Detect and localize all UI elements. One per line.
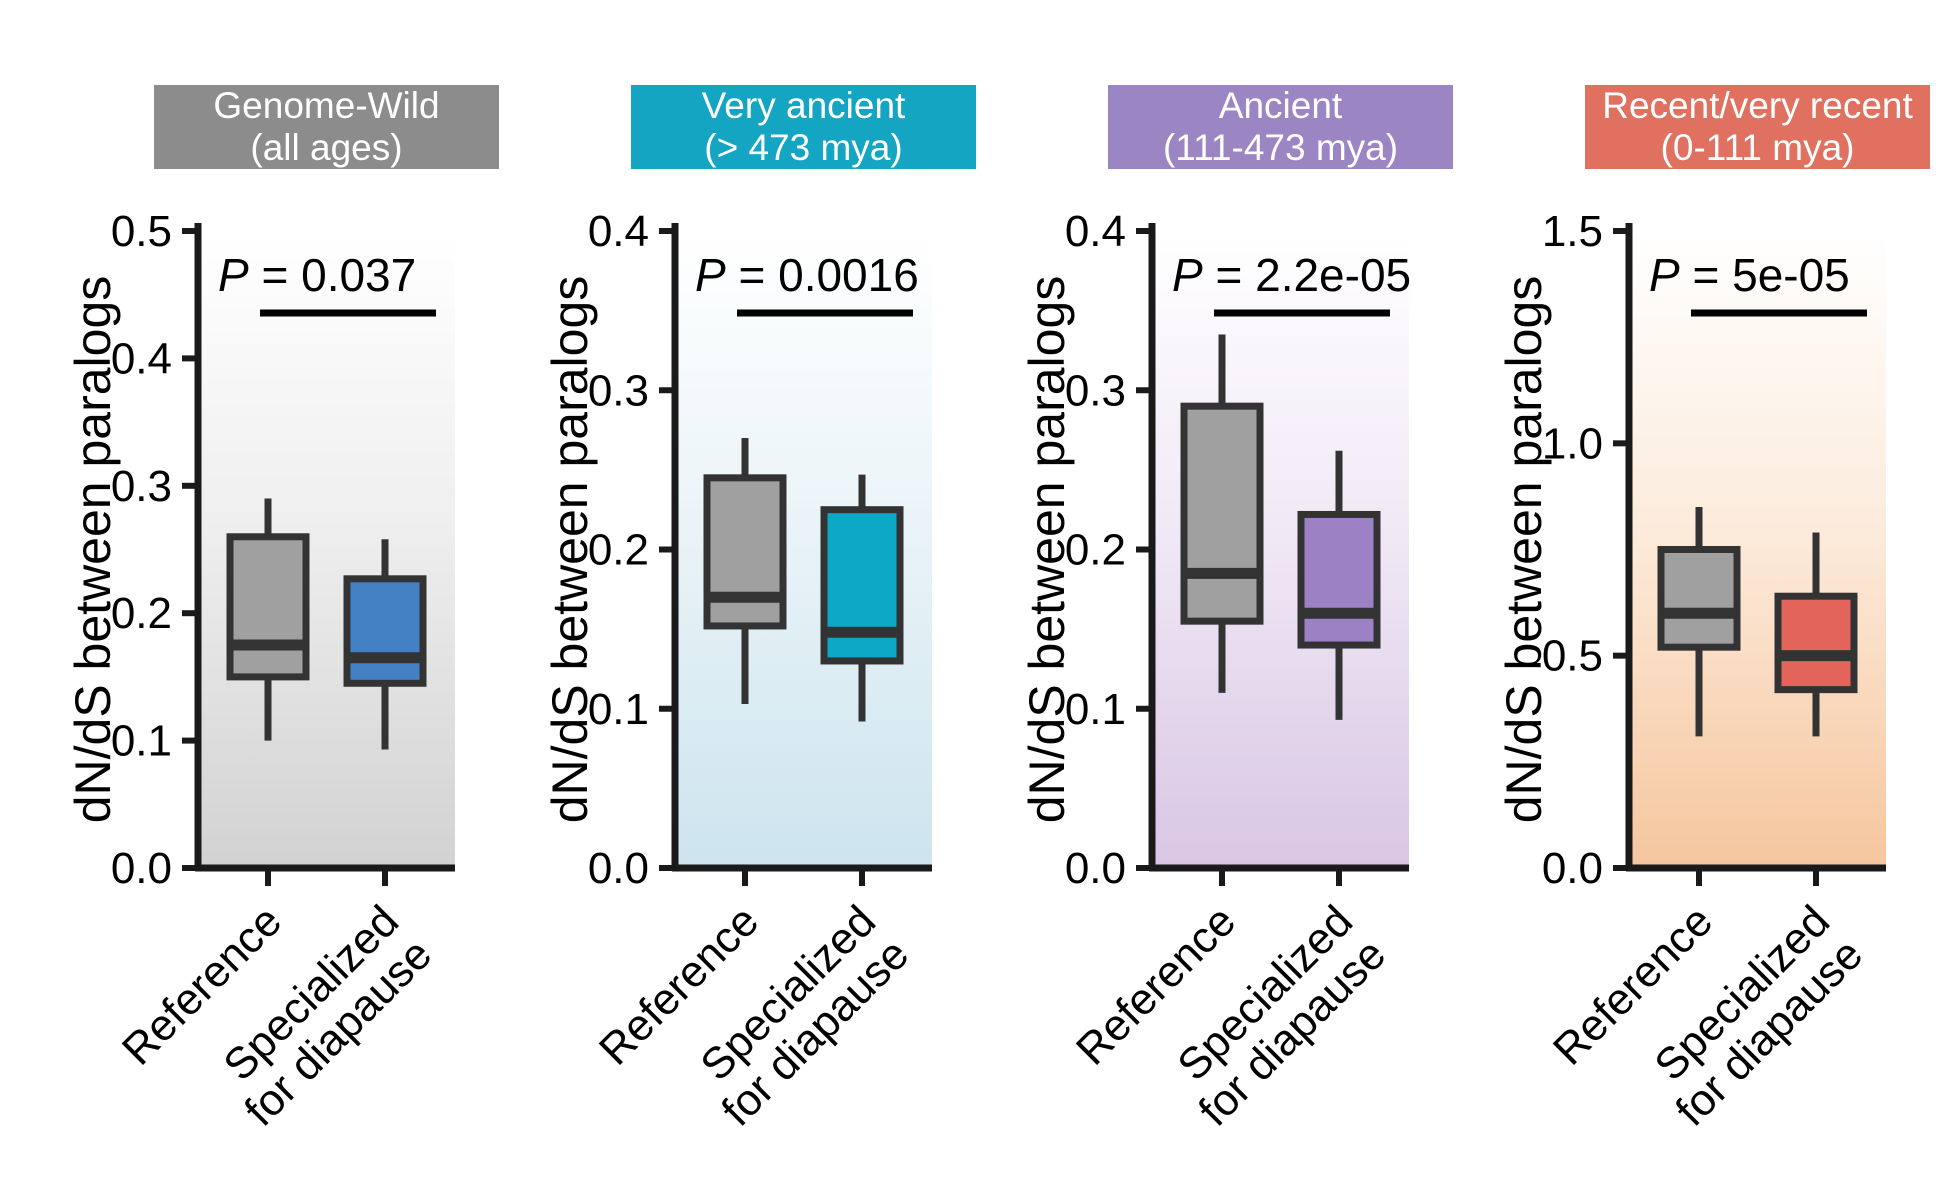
p-value-label: P = 0.0016 — [695, 249, 919, 301]
panel-subtitle: (0-111 mya) — [1660, 127, 1855, 168]
box-iqr — [1774, 592, 1858, 694]
boxplot-canvas: 0.00.51.01.5dN/dS between paralogsRefere… — [1496, 207, 1886, 1136]
y-axis-title: dN/dS between paralogs — [1019, 276, 1075, 824]
panel-title: Recent/very recent — [1602, 85, 1913, 126]
p-value-label: P = 0.037 — [218, 249, 416, 301]
panel-title: Ancient — [1218, 85, 1343, 126]
y-tick-label: 0.0 — [1542, 844, 1603, 893]
boxplot-canvas: 0.00.10.20.30.4dN/dS between paralogsRef… — [1019, 207, 1411, 1136]
panel-header: Recent/very recent (0-111 mya) — [1585, 85, 1930, 169]
panel-title: Genome-Wild — [213, 85, 440, 126]
panel-header: Genome-Wild (all ages) — [154, 85, 499, 169]
y-tick-label: 1.5 — [1542, 207, 1603, 256]
y-tick-label: 0.3 — [588, 366, 649, 415]
box-iqr — [703, 474, 787, 630]
boxplot-reference — [1180, 334, 1264, 693]
y-tick-label: 0.2 — [1065, 526, 1126, 575]
panel-header: Ancient (111-473 mya) — [1108, 85, 1453, 169]
y-tick-label: 0.5 — [1542, 632, 1603, 681]
y-tick-label: 0.0 — [1065, 844, 1126, 893]
panel-ancient: Ancient (111-473 mya) 0.0 0.1 0.2 0.3 0.4 dN/… — [992, 0, 1472, 1200]
y-axis-title: dN/dS between paralogs — [542, 276, 598, 824]
y-tick-label: 1.0 — [1542, 419, 1603, 468]
boxplot-canvas: 0.00.10.20.30.4dN/dS between paralogsRef… — [542, 207, 932, 1136]
box-iqr — [820, 506, 904, 665]
y-tick-label: 0.4 — [588, 207, 649, 256]
panel-subtitle: (111-473 mya) — [1162, 127, 1399, 168]
y-tick-label: 0.4 — [111, 334, 172, 383]
panel-header: Very ancient (> 473 mya) — [631, 85, 976, 169]
y-axis-title: dN/dS between paralogs — [65, 276, 121, 824]
y-tick-label: 0.2 — [588, 526, 649, 575]
y-axis-title: dN/dS between paralogs — [1496, 276, 1552, 824]
boxplot-specialized — [1297, 450, 1381, 720]
box-iqr — [1297, 510, 1381, 649]
box-iqr — [1657, 546, 1741, 651]
box-iqr — [226, 533, 310, 681]
panel-subtitle: (> 473 mya) — [704, 127, 903, 168]
panel-recent: Recent/very recent (0-111 mya) 0.0 0.5 1.0… — [1469, 0, 1949, 1200]
p-value-label: P = 2.2e-05 — [1172, 249, 1411, 301]
panel-subtitle: (all ages) — [250, 127, 403, 168]
y-tick-label: 0.0 — [588, 844, 649, 893]
y-tick-label: 0.1 — [588, 685, 649, 734]
panel-title: Very ancient — [701, 85, 906, 126]
y-tick-label: 0.4 — [1065, 207, 1126, 256]
panel-genome-wild: Genome-Wild (all ages) 0.0 0.1 0.2 0.3 0.4 0.… — [38, 0, 518, 1200]
boxplot-canvas: 0.0 0.1 0.2 0.3 0.4 0.5 dN/dS between paralogs… — [65, 207, 455, 1136]
box-iqr — [1180, 402, 1264, 625]
y-tick-label: 0.2 — [111, 589, 172, 638]
y-tick-label: 0.5 — [111, 207, 172, 256]
boxplot-reference — [703, 438, 787, 704]
box-iqr — [343, 575, 427, 687]
y-tick-label: 0.1 — [1065, 685, 1126, 734]
y-tick-label: 0.1 — [111, 717, 172, 766]
boxplot-reference — [226, 498, 310, 741]
boxplot-specialized — [343, 539, 427, 750]
boxplot-specialized — [1774, 532, 1858, 737]
panel-very-ancient: Very ancient (> 473 mya) 0.0 0.1 0.2 0.3 0.4… — [515, 0, 995, 1200]
y-tick-label: 0.0 — [111, 844, 172, 893]
boxplot-reference — [1657, 507, 1741, 737]
p-value-label: P = 5e-05 — [1649, 249, 1850, 301]
boxplot-specialized — [820, 474, 904, 722]
y-tick-label: 0.3 — [111, 462, 172, 511]
y-tick-label: 0.3 — [1065, 366, 1126, 415]
